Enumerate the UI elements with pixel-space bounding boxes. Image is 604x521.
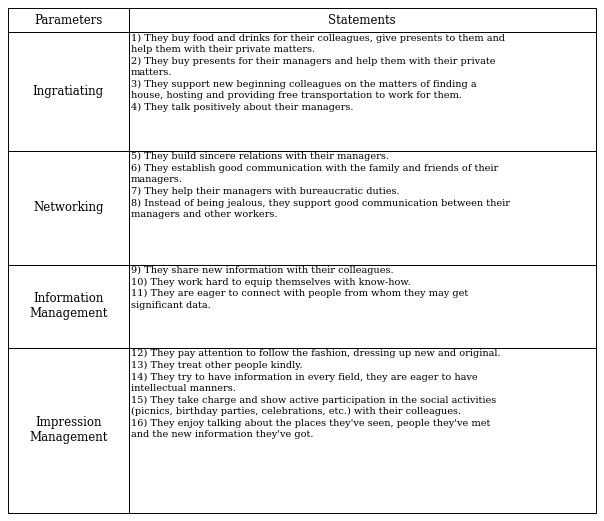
Bar xyxy=(129,265,596,348)
Text: Ingratiating: Ingratiating xyxy=(33,85,104,98)
Bar xyxy=(8,265,129,348)
Text: 12) They pay attention to follow the fashion, dressing up new and original.
13) : 12) They pay attention to follow the fas… xyxy=(131,349,501,439)
Bar xyxy=(129,8,596,32)
Text: Information
Management: Information Management xyxy=(29,292,108,320)
Text: 1) They buy food and drinks for their colleagues, give presents to them and
help: 1) They buy food and drinks for their co… xyxy=(131,33,505,112)
Bar xyxy=(129,32,596,151)
Bar xyxy=(129,151,596,265)
Text: Statements: Statements xyxy=(329,14,396,27)
Bar xyxy=(8,348,129,513)
Text: Parameters: Parameters xyxy=(34,14,103,27)
Bar xyxy=(8,32,129,151)
Text: Networking: Networking xyxy=(33,201,103,214)
Text: 5) They build sincere relations with their managers.
6) They establish good comm: 5) They build sincere relations with the… xyxy=(131,152,510,219)
Bar xyxy=(8,151,129,265)
Text: Impression
Management: Impression Management xyxy=(29,416,108,444)
Bar xyxy=(8,8,129,32)
Text: 9) They share new information with their colleagues.
10) They work hard to equip: 9) They share new information with their… xyxy=(131,266,468,309)
Bar xyxy=(129,348,596,513)
